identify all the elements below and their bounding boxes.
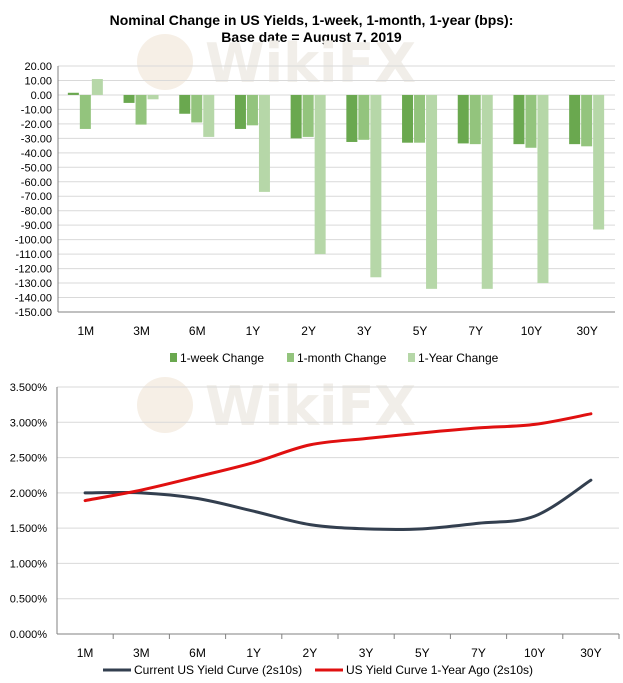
y-tick-label: 1.500% <box>10 523 48 535</box>
legend-label: Current US Yield Curve (2s10s) <box>134 663 302 677</box>
x-tick-label: 6M <box>189 646 206 660</box>
y-tick-label: 3.000% <box>10 417 48 429</box>
x-tick-label: 5Y <box>415 646 430 660</box>
x-tick-label: 3Y <box>359 646 374 660</box>
watermark-text-top: WikiFX <box>205 32 416 95</box>
x-tick-label: 10Y <box>521 324 542 338</box>
bar-1-year-change <box>481 94 493 289</box>
bar-1-week-change <box>402 94 414 143</box>
y-tick-label: 10.00 <box>24 75 52 87</box>
legend-label: US Yield Curve 1-Year Ago (2s10s) <box>346 663 533 677</box>
chart-title: Nominal Change in US Yields, 1-week, 1-m… <box>0 12 623 46</box>
chart-title-line-1: Nominal Change in US Yields, 1-week, 1-m… <box>109 12 514 28</box>
legend-label: 1-month Change <box>297 351 387 365</box>
bar-1-week-change <box>67 92 79 95</box>
bar-1-week-change <box>346 94 358 142</box>
line-chart: 3.500% 3.000% 2.500% 2.000% 1.500% 1.000% 0.50… <box>10 382 620 677</box>
x-tick-label: 1Y <box>246 324 261 338</box>
y-tick-label: -30.00 <box>21 133 52 145</box>
y-tick-label: -20.00 <box>21 119 52 131</box>
bar-1-week-change <box>457 94 469 144</box>
bar-1-week-change <box>123 94 135 103</box>
x-tick-label: 10Y <box>524 646 545 660</box>
bar-1-year-change <box>426 94 438 289</box>
y-tick-label: 20.00 <box>24 61 52 73</box>
legend-label: 1-Year Change <box>418 351 499 365</box>
x-tick-label: 1M <box>77 646 94 660</box>
legend-swatch <box>287 353 294 362</box>
bar-1-week-change <box>290 94 302 139</box>
x-tick-label: 3M <box>133 646 150 660</box>
bar-1-year-change <box>258 94 270 192</box>
x-tick-label: 1M <box>78 324 95 338</box>
bar-1-year-change <box>537 94 549 284</box>
x-tick-label: 3Y <box>357 324 372 338</box>
y-tick-label: -40.00 <box>21 148 52 160</box>
y-tick-label: -140.00 <box>15 293 52 305</box>
bar-1-year-change <box>147 94 159 100</box>
bar-1-year-change <box>91 79 103 95</box>
bar-1-month-change <box>414 94 426 143</box>
watermark-logo-top: WikiFX <box>137 32 416 95</box>
y-tick-label: 2.000% <box>10 488 48 500</box>
y-tick-label: -60.00 <box>21 177 52 189</box>
x-tick-label: 1Y <box>246 646 261 660</box>
legend-label: 1-week Change <box>180 351 264 365</box>
y-tick-label: 0.500% <box>10 594 48 606</box>
bar-1-month-change <box>525 94 537 148</box>
y-tick-label: 1.000% <box>10 558 48 570</box>
x-tick-label: 6M <box>189 324 206 338</box>
chart-title-line-2: Base date = August 7, 2019 <box>221 29 402 45</box>
bar-1-month-change <box>79 94 91 129</box>
bar-1-year-change <box>370 94 382 278</box>
series-line-current-us-yield-curve-2s10s- <box>83 478 593 531</box>
y-tick-label: -50.00 <box>21 162 52 174</box>
y-tick-label: -100.00 <box>15 235 52 247</box>
legend-swatch <box>170 353 177 362</box>
y-tick-label: -90.00 <box>21 220 52 232</box>
x-tick-label: 7Y <box>468 324 483 338</box>
bar-1-year-change <box>203 94 215 137</box>
bar-1-month-change <box>581 94 593 147</box>
bar-1-month-change <box>469 94 481 145</box>
bar-1-month-change <box>191 94 203 123</box>
watermark-logo-bottom: WikiFX <box>137 375 416 438</box>
bar-1-week-change <box>513 94 525 145</box>
bar-1-month-change <box>358 94 370 140</box>
y-tick-label: 0.00 <box>31 90 52 102</box>
y-tick-label: -10.00 <box>21 104 52 116</box>
x-tick-label: 3M <box>133 324 150 338</box>
y-tick-label: -80.00 <box>21 206 52 218</box>
x-tick-label: 30Y <box>576 324 597 338</box>
y-tick-label: -150.00 <box>15 307 52 319</box>
bar-chart: 20.00 10.00 0.00 -10.00 -20.00 -30.00 -40.00 -5… <box>15 61 615 365</box>
bar-1-week-change <box>179 94 191 114</box>
y-tick-label: -70.00 <box>21 191 52 203</box>
bar-1-year-change <box>593 94 605 230</box>
y-tick-label: 2.500% <box>10 453 48 465</box>
bar-1-month-change <box>302 94 314 137</box>
bar-1-month-change <box>246 94 258 126</box>
y-tick-label: -110.00 <box>16 249 53 261</box>
legend-swatch <box>408 353 415 362</box>
x-tick-label: 30Y <box>580 646 601 660</box>
bar-1-week-change <box>234 94 246 129</box>
bar-1-month-change <box>135 94 147 125</box>
x-tick-label: 7Y <box>471 646 486 660</box>
y-tick-label: 0.000% <box>10 629 48 641</box>
y-tick-label: -130.00 <box>15 278 52 290</box>
y-tick-label: 3.500% <box>10 382 48 394</box>
watermark-text-bottom: WikiFX <box>205 375 416 438</box>
x-tick-label: 5Y <box>413 324 428 338</box>
x-tick-label: 2Y <box>303 646 318 660</box>
y-tick-label: -120.00 <box>15 264 52 276</box>
bar-1-week-change <box>569 94 581 145</box>
bar-1-year-change <box>314 94 326 255</box>
series-line-us-yield-curve-1-year-ago-2s10s- <box>83 412 593 503</box>
x-tick-label: 2Y <box>301 324 316 338</box>
